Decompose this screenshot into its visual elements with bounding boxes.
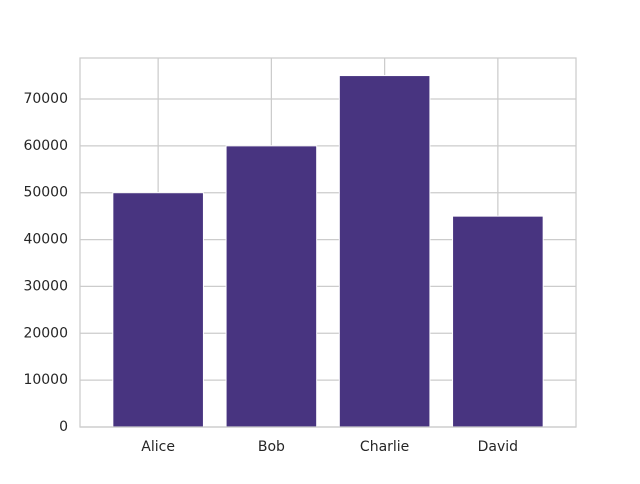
x-tick-label: Charlie	[360, 439, 409, 455]
y-tick-label: 60000	[23, 138, 68, 154]
y-tick-label: 50000	[23, 185, 68, 201]
bar-alice	[112, 192, 204, 428]
plot-frame	[79, 57, 577, 428]
bar-layer	[112, 75, 544, 428]
x-tick-label: David	[478, 439, 518, 455]
y-tick-label: 40000	[23, 232, 68, 248]
bar-charlie	[338, 75, 431, 428]
y-tick-label: 70000	[23, 91, 68, 107]
y-tick-label: 20000	[23, 325, 68, 341]
x-tick-label: Bob	[258, 439, 285, 455]
y-tick-label: 10000	[23, 372, 68, 388]
y-tick-label: 30000	[23, 278, 68, 294]
bar-david	[452, 215, 544, 428]
bar-bob	[225, 145, 318, 428]
y-tick-label: 0	[59, 419, 68, 435]
x-tick-labels: Alice Bob Charlie David	[141, 439, 518, 455]
y-tick-labels: 0 10000 20000 30000 40000 50000 60000 70000	[23, 91, 68, 435]
x-tick-label: Alice	[141, 439, 175, 455]
